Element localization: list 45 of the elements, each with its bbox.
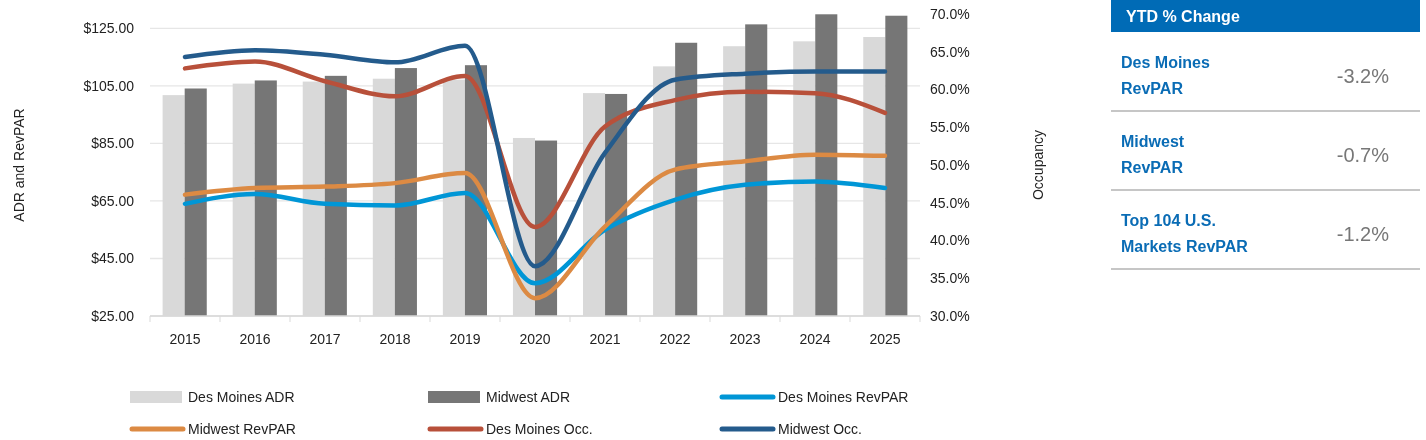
legend-label: Midwest RevPAR	[188, 420, 296, 437]
y-tick-label: $25.00	[91, 307, 135, 324]
y2-tick-label: 70.0%	[930, 5, 970, 22]
y2-axis-title: Occupancy	[1030, 129, 1046, 201]
y2-tick-label: 60.0%	[930, 81, 970, 98]
y-tick-label: $125.00	[83, 20, 135, 37]
y2-tick-label: 55.0%	[930, 119, 970, 136]
y-tick-label: $85.00	[91, 135, 135, 152]
y2-tick-label: 45.0%	[930, 194, 970, 211]
y2-tick-label: 30.0%	[930, 307, 970, 324]
text: -0.7%	[1336, 143, 1389, 166]
text: YTD % Change	[1126, 7, 1240, 25]
x-tick-label: 2024	[799, 331, 831, 347]
y2-tick-label: 65.0%	[930, 43, 970, 60]
legend-label: Des Moines Occ.	[486, 420, 593, 437]
legend-label: Des Moines RevPAR	[778, 388, 909, 405]
y-tick-label: $105.00	[83, 77, 135, 94]
y2-tick-label: 40.0%	[930, 232, 970, 249]
legend-label: Midwest Occ.	[778, 420, 863, 437]
y2-tick-label: 35.0%	[930, 270, 970, 287]
category-label: Midwest RevPAR	[1121, 133, 1185, 177]
x-tick-label: 2018	[379, 331, 411, 347]
y-tick-label: $45.00	[91, 250, 135, 267]
line-series	[182, 43, 888, 269]
x-tick-label: 2019	[449, 331, 481, 347]
line-series	[182, 152, 888, 301]
x-tick-label: 2016	[239, 331, 271, 347]
x-tick-label: 2021	[589, 331, 621, 347]
category-label: Top 104 U.S. Markets RevPAR	[1121, 212, 1249, 256]
legend-label: Midwest ADR	[486, 388, 571, 405]
category-label: Des Moines RevPAR	[1121, 54, 1211, 98]
y-axis-title: ADR and RevPAR	[11, 108, 27, 222]
text: -1.2%	[1336, 222, 1389, 245]
x-tick-label: 2023	[729, 331, 761, 347]
x-tick-label: 2020	[519, 331, 551, 347]
x-tick-label: 2025	[869, 331, 901, 347]
x-tick-label: 2022	[659, 331, 691, 347]
x-tick-label: 2017	[309, 331, 341, 347]
line-series	[182, 179, 888, 286]
line-series	[182, 59, 888, 230]
legend-label: Des Moines ADR	[188, 388, 295, 405]
x-tick-label: 2015	[169, 331, 201, 347]
y-tick-label: $65.00	[91, 192, 135, 209]
y2-tick-label: 50.0%	[930, 156, 970, 173]
text: -3.2%	[1336, 64, 1389, 87]
